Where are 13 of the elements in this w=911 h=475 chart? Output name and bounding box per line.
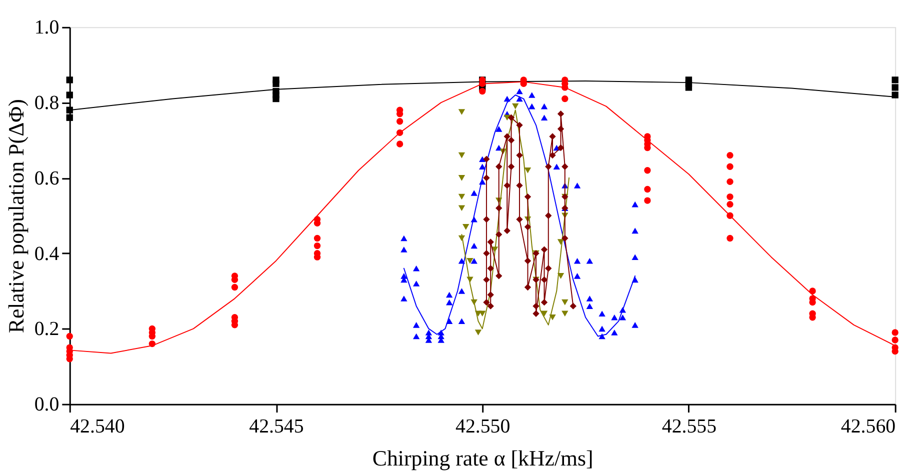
y-tick-label: 0.0 xyxy=(34,394,60,416)
x-tick-label: 42.540 xyxy=(70,415,125,438)
x-tick-label: 42.550 xyxy=(456,415,510,438)
y-tick-label: 1.0 xyxy=(34,16,60,39)
y-tick-label: 0.6 xyxy=(34,167,60,190)
x-tick-label: 42.560 xyxy=(840,415,896,438)
x-tick-label: 42.555 xyxy=(662,415,717,438)
x-axis-title: Chirping rate α [kHz/ms] xyxy=(372,446,594,470)
y-tick-label: 0.2 xyxy=(34,318,60,340)
y-axis-title: Relative population P(ΔΦ) xyxy=(4,99,28,334)
x-tick-label: 42.545 xyxy=(249,415,304,438)
y-tick-label: 0.8 xyxy=(34,92,60,114)
y-tick-label: 0.4 xyxy=(34,242,60,265)
